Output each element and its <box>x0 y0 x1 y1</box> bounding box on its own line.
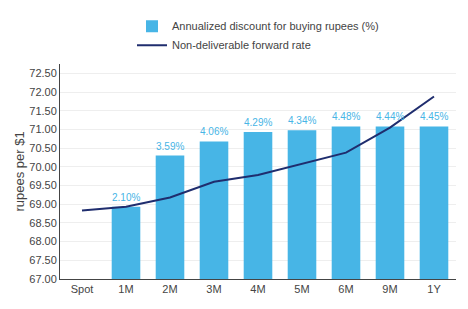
svg-text:68.50: 68.50 <box>29 217 57 229</box>
svg-text:4M: 4M <box>250 283 265 295</box>
svg-text:2.10%: 2.10% <box>112 192 140 203</box>
svg-text:Spot: Spot <box>71 283 94 295</box>
svg-text:4.48%: 4.48% <box>332 111 360 122</box>
svg-text:71.00: 71.00 <box>29 123 57 135</box>
svg-text:2M: 2M <box>162 283 177 295</box>
svg-text:3.59%: 3.59% <box>156 141 184 152</box>
svg-text:71.50: 71.50 <box>29 105 57 117</box>
svg-text:4.34%: 4.34% <box>288 115 316 126</box>
svg-text:4.06%: 4.06% <box>200 126 228 137</box>
svg-text:70.50: 70.50 <box>29 142 57 154</box>
svg-text:6M: 6M <box>338 283 353 295</box>
svg-text:70.00: 70.00 <box>29 161 57 173</box>
svg-text:67.00: 67.00 <box>29 273 57 285</box>
svg-text:67.50: 67.50 <box>29 254 57 266</box>
svg-text:72.00: 72.00 <box>29 86 57 98</box>
svg-text:3M: 3M <box>206 283 221 295</box>
svg-text:68.00: 68.00 <box>29 235 57 247</box>
svg-text:rupees per $1: rupees per $1 <box>12 131 27 211</box>
svg-text:5M: 5M <box>294 283 309 295</box>
svg-text:4.45%: 4.45% <box>420 111 448 122</box>
svg-text:1Y: 1Y <box>427 283 441 295</box>
svg-text:Annualized discount for buying: Annualized discount for buying rupees (%… <box>172 20 379 32</box>
svg-text:4.44%: 4.44% <box>376 111 404 122</box>
svg-text:Non-deliverable forward rate: Non-deliverable forward rate <box>172 39 311 51</box>
svg-text:69.00: 69.00 <box>29 198 57 210</box>
svg-text:72.50: 72.50 <box>29 67 57 79</box>
svg-text:1M: 1M <box>118 283 133 295</box>
svg-text:9M: 9M <box>382 283 397 295</box>
svg-text:4.29%: 4.29% <box>244 117 272 128</box>
svg-text:69.50: 69.50 <box>29 179 57 191</box>
